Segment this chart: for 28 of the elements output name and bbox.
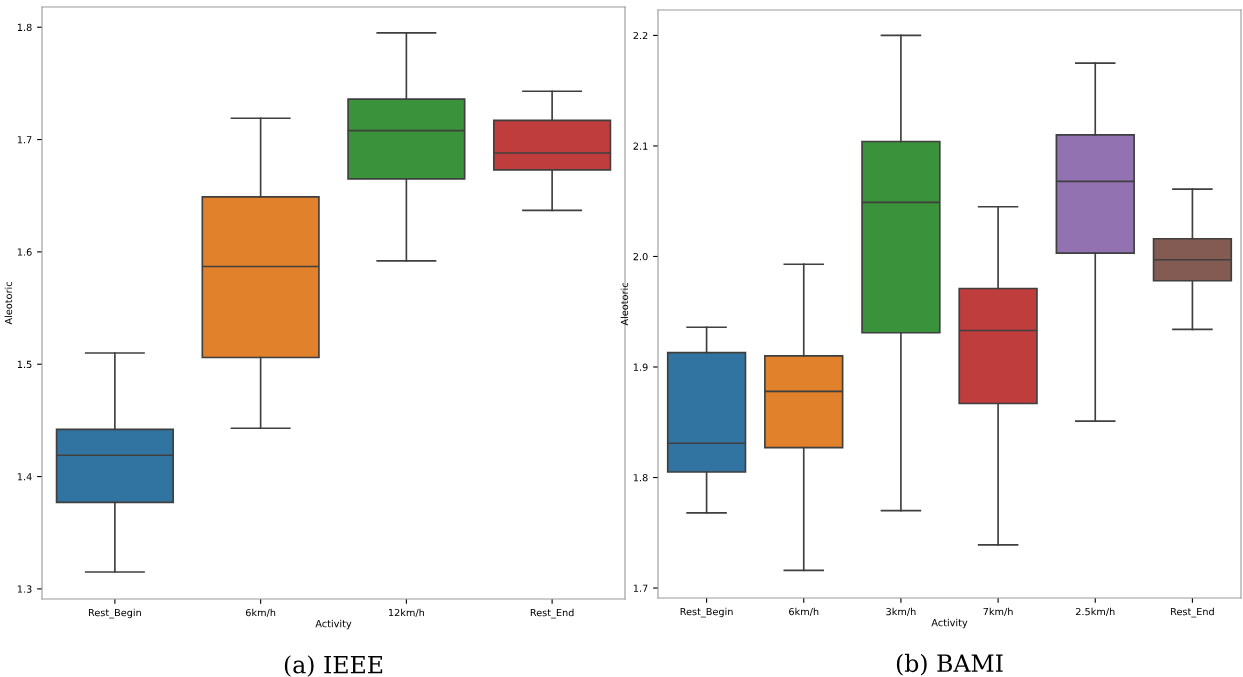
y-tick-label: 1.6	[17, 248, 32, 256]
x-tick-label: 3km/h	[886, 607, 916, 617]
y-tick-label: 1.4	[17, 473, 32, 481]
y-tick-label: 2.2	[633, 31, 648, 40]
y-tick-label: 2.1	[633, 142, 648, 150]
x-tick-label: Rest_End	[530, 608, 574, 619]
x-tick-label: Rest_End	[1171, 607, 1214, 618]
y-tick-label: 1.7	[633, 584, 648, 592]
x-tick-label: 2.5km/h	[1075, 607, 1115, 617]
y-tick-label: 1.7	[17, 136, 32, 144]
x-axis-title: Activity	[315, 619, 352, 630]
x-axis-title: Activity	[931, 618, 968, 629]
x-tick-label: Rest_Begin	[88, 608, 141, 619]
y-axis-title: Aleotoric	[620, 283, 629, 326]
y-tick-label: 1.8	[17, 23, 32, 32]
x-tick-label: 7km/h	[983, 607, 1013, 617]
y-tick-label: 1.3	[17, 585, 32, 593]
y-tick-label: 1.5	[17, 360, 32, 369]
y-tick-label: 2.0	[633, 252, 648, 261]
x-tick-label: 6km/h	[245, 608, 276, 618]
x-tick-label: 12km/h	[388, 608, 425, 618]
x-tick-label: 6km/h	[789, 607, 819, 617]
text: (a) IEEE	[284, 655, 383, 677]
y-tick-label: 1.9	[633, 363, 648, 371]
y-axis-title: Aleotoric	[4, 282, 13, 325]
y-tick-label: 1.8	[633, 474, 648, 482]
x-tick-label: Rest_Begin	[680, 607, 733, 618]
text: (b) BAMI	[896, 653, 1003, 676]
